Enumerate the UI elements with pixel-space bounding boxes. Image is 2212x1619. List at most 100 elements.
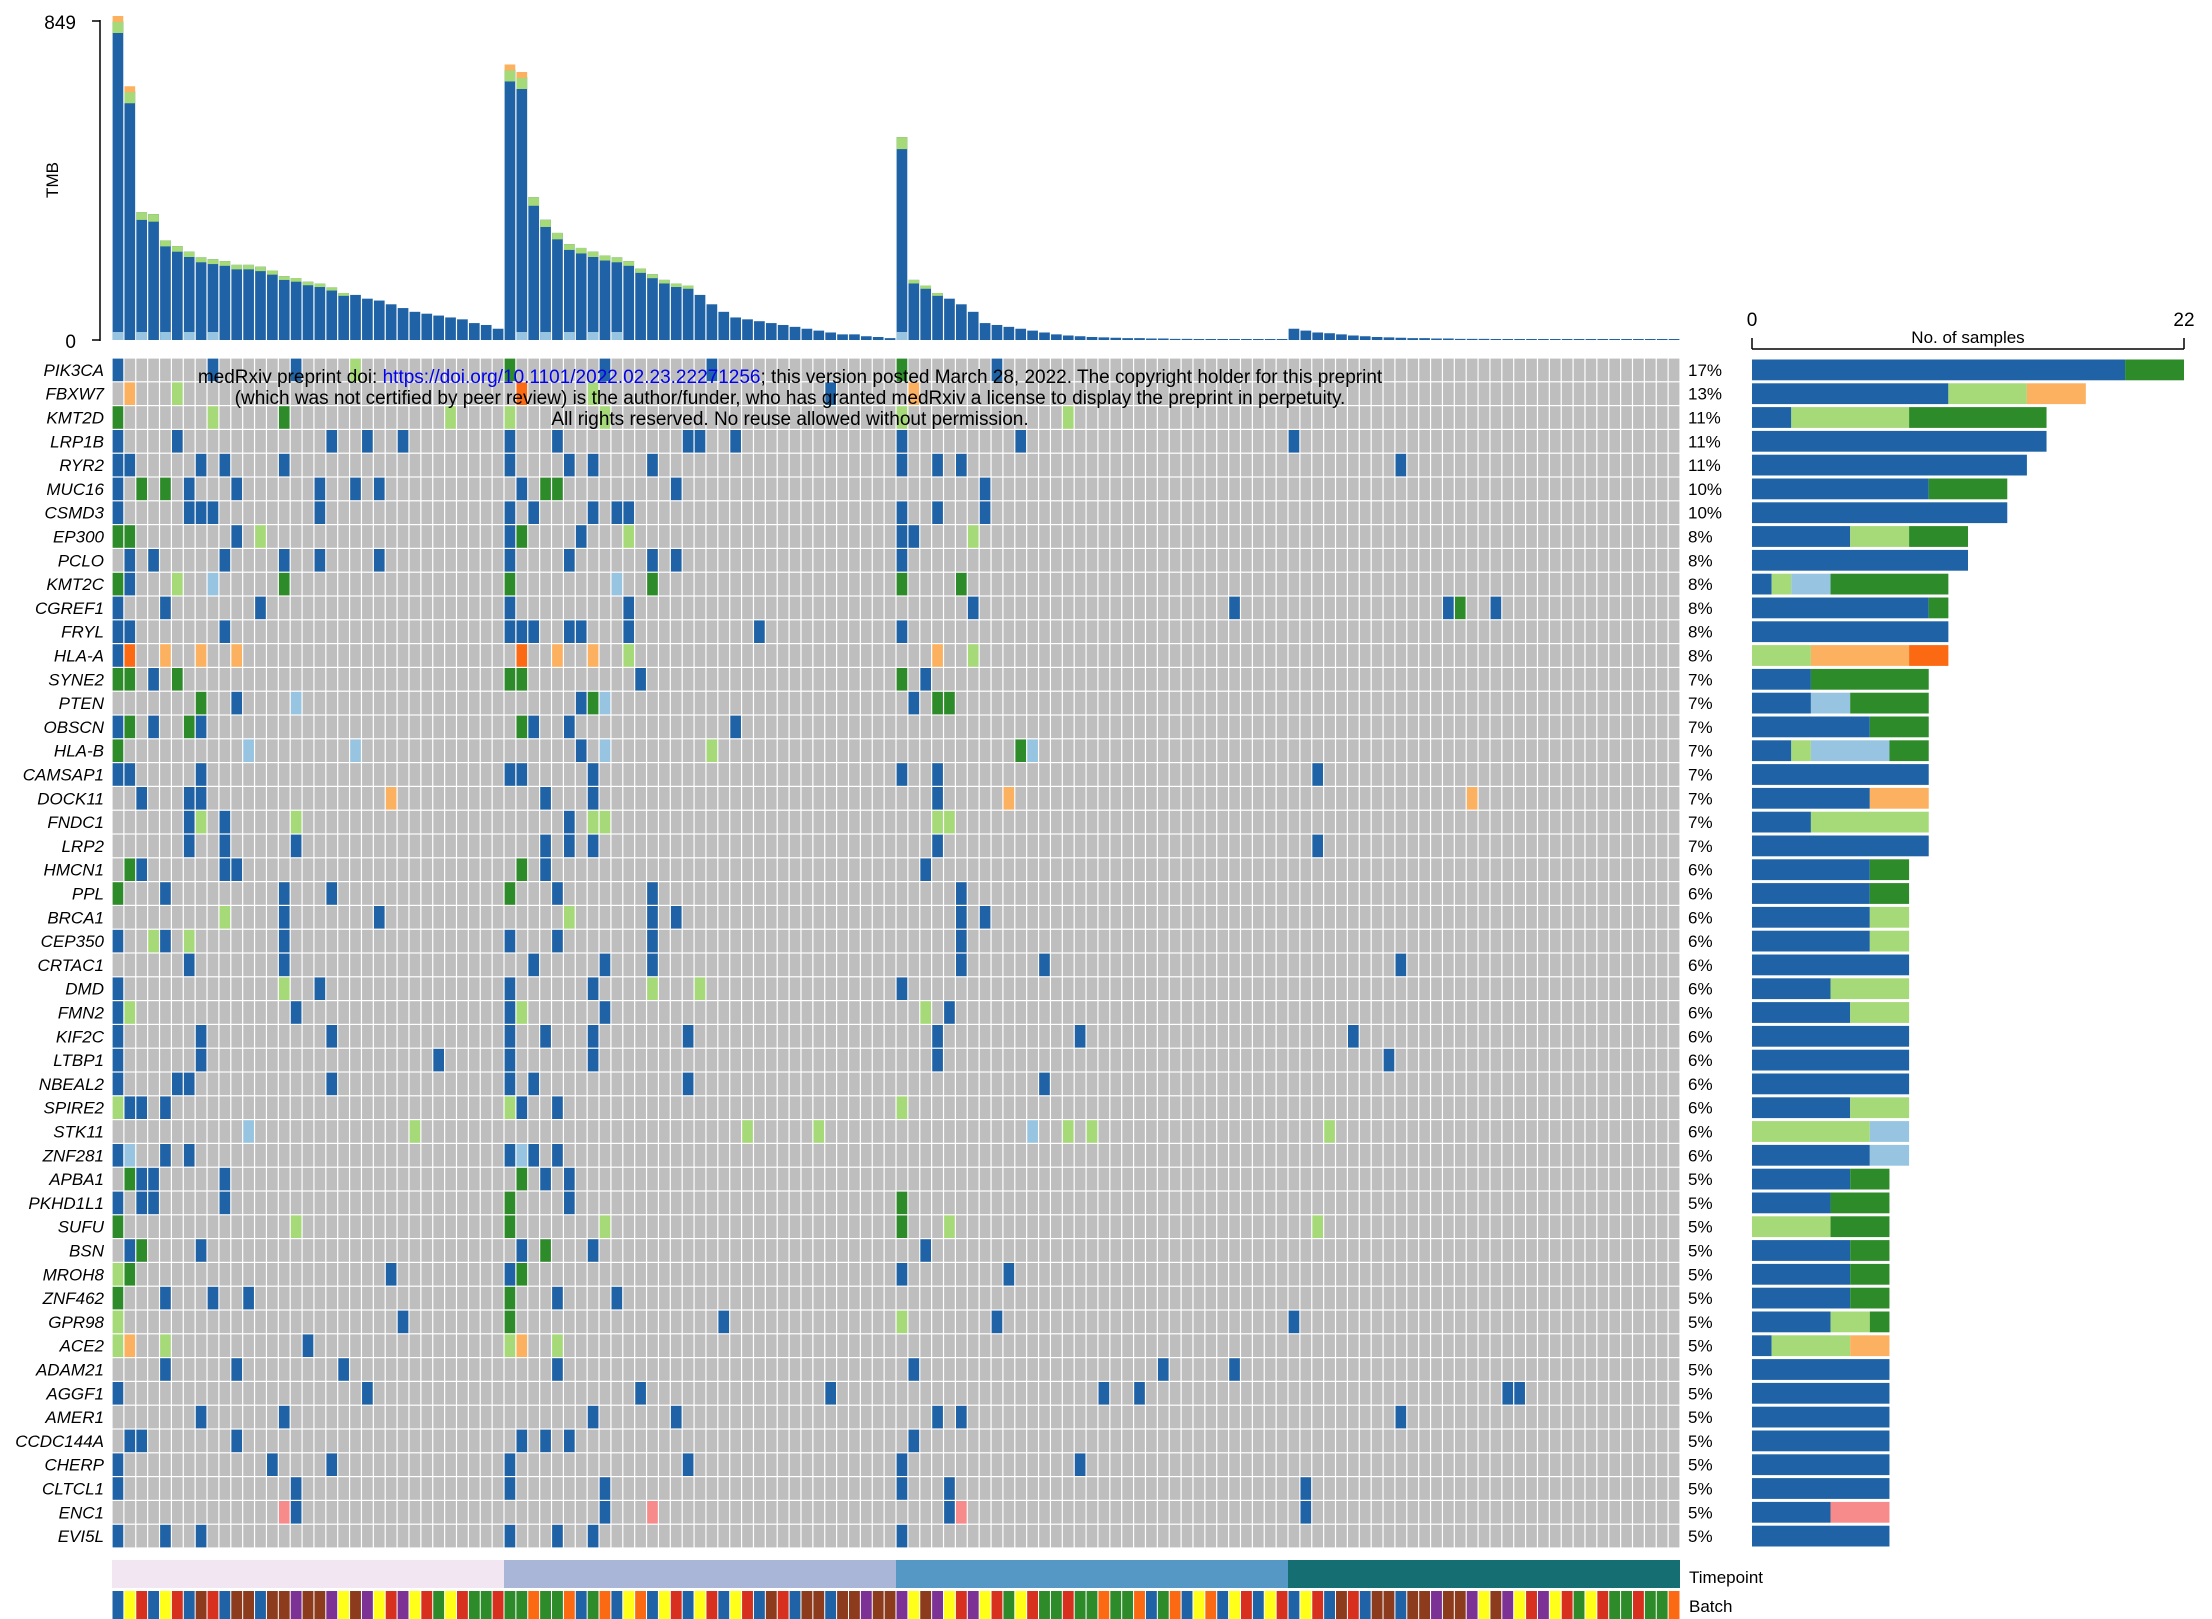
empty-cell <box>1371 691 1383 715</box>
empty-cell <box>1359 1191 1371 1215</box>
empty-cell <box>955 810 967 834</box>
tmb-bar-110 <box>1419 338 1430 340</box>
empty-cell <box>1359 858 1371 881</box>
empty-cell <box>694 477 706 501</box>
empty-cell <box>540 810 551 834</box>
empty-cell <box>183 739 195 762</box>
empty-cell <box>1146 1167 1157 1191</box>
tmb-bar-95 <box>1241 339 1252 340</box>
empty-cell <box>160 977 171 1000</box>
empty-cell <box>314 906 326 929</box>
empty-cell <box>1003 691 1015 715</box>
empty-cell <box>1561 1191 1573 1215</box>
empty-cell <box>1359 1096 1371 1119</box>
empty-cell <box>468 644 480 667</box>
empty-cell <box>825 525 837 548</box>
empty-cell <box>492 834 504 858</box>
empty-cell <box>1288 549 1300 572</box>
empty-cell <box>1538 1025 1549 1048</box>
empty-cell <box>1633 882 1644 905</box>
empty-cell <box>302 1072 314 1096</box>
mutation-cell-HLA-B-39 <box>575 739 587 762</box>
empty-cell <box>647 501 658 524</box>
empty-cell <box>765 977 777 1000</box>
empty-cell <box>1074 620 1086 643</box>
empty-cell <box>1383 549 1395 572</box>
empty-cell <box>338 810 349 834</box>
empty-cell <box>1229 1191 1240 1215</box>
empty-cell <box>599 715 611 739</box>
empty-cell <box>421 763 433 786</box>
empty-cell <box>457 882 468 905</box>
empty-cell <box>575 858 587 881</box>
empty-cell <box>920 406 932 429</box>
empty-cell <box>575 668 587 691</box>
empty-cell <box>1656 858 1668 881</box>
empty-cell <box>1538 787 1549 810</box>
empty-cell <box>1573 834 1585 858</box>
empty-cell <box>1443 525 1454 548</box>
empty-cell <box>682 739 694 762</box>
empty-cell <box>1288 596 1300 620</box>
mutation-cell-EP300-43 <box>623 525 635 548</box>
empty-cell <box>1668 763 1680 786</box>
empty-cell <box>1181 858 1193 881</box>
empty-cell <box>1122 834 1133 858</box>
empty-cell <box>1656 1048 1668 1072</box>
empty-cell <box>908 453 920 477</box>
tmb-bar-118 <box>1514 339 1525 340</box>
empty-cell <box>1110 1001 1122 1024</box>
empty-cell <box>1312 358 1324 382</box>
empty-cell <box>1466 1144 1478 1167</box>
tmb-bar-20 <box>350 294 361 340</box>
empty-cell <box>1241 501 1252 524</box>
empty-cell <box>884 906 896 929</box>
empty-cell <box>647 1167 658 1191</box>
empty-cell <box>1443 620 1454 643</box>
empty-cell <box>219 1096 231 1119</box>
empty-cell <box>884 858 896 881</box>
empty-cell <box>1193 382 1205 405</box>
empty-cell <box>1383 501 1395 524</box>
empty-cell <box>207 977 219 1000</box>
tmb-bar-cap-1 <box>124 91 136 104</box>
empty-cell <box>433 953 445 977</box>
empty-cell <box>1252 501 1264 524</box>
empty-cell <box>1371 358 1383 382</box>
empty-cell <box>635 1167 646 1191</box>
empty-cell <box>433 858 445 881</box>
empty-cell <box>1668 1096 1680 1119</box>
empty-cell <box>1621 477 1632 501</box>
mutation-cell-FNDC1-7 <box>195 810 207 834</box>
mutation-cell-SPIRE2-66 <box>896 1096 908 1119</box>
mutation-cell-KIF2C-36 <box>540 1025 551 1048</box>
empty-cell <box>1573 739 1585 762</box>
empty-cell <box>1146 906 1157 929</box>
tmb-bar-42 <box>611 257 623 340</box>
empty-cell <box>468 715 480 739</box>
empty-cell <box>302 453 314 477</box>
empty-cell <box>670 406 682 429</box>
empty-cell <box>1051 787 1062 810</box>
empty-cell <box>813 1191 825 1215</box>
empty-cell <box>1074 763 1086 786</box>
empty-cell <box>267 834 278 858</box>
empty-cell <box>148 501 159 524</box>
mutation-cell-HLA-A-1 <box>124 644 136 667</box>
empty-cell <box>1490 644 1502 667</box>
empty-cell <box>1549 430 1561 453</box>
empty-cell <box>1324 596 1335 620</box>
empty-cell <box>350 430 361 453</box>
tmb-bar-44 <box>635 268 646 340</box>
tmb-bar-48 <box>682 285 694 340</box>
empty-cell <box>647 691 658 715</box>
empty-cell <box>908 572 920 596</box>
empty-cell <box>599 501 611 524</box>
empty-cell <box>754 715 765 739</box>
empty-cell <box>338 501 349 524</box>
empty-cell <box>908 1096 920 1119</box>
empty-cell <box>837 1191 848 1215</box>
empty-cell <box>290 977 302 1000</box>
mutation-cell-MUC16-17 <box>314 477 326 501</box>
